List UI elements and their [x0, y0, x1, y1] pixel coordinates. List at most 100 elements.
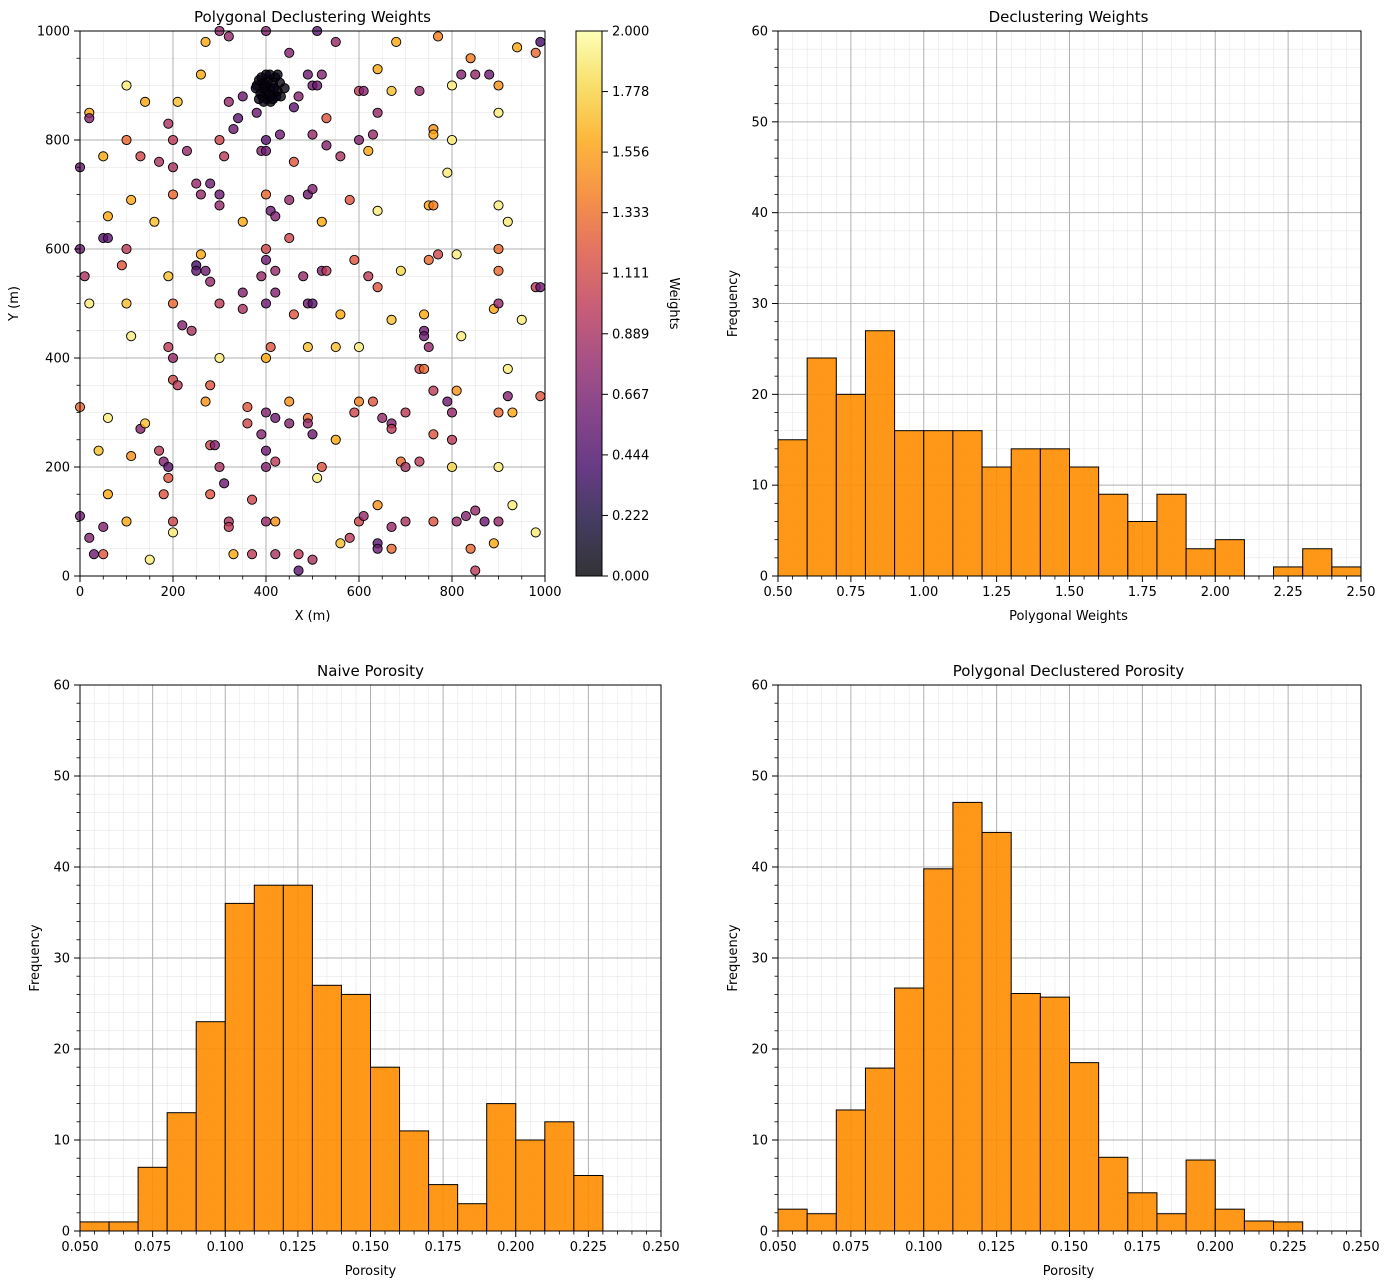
data-point [312, 80, 323, 91]
data-point [205, 380, 216, 391]
data-point [419, 309, 430, 320]
weights-map-tick-label-x: 1000 [528, 585, 561, 600]
data-point [502, 216, 513, 227]
data-point [284, 396, 295, 407]
weights-hist-bar [864, 330, 896, 577]
data-point [219, 478, 230, 489]
data-point [251, 107, 262, 118]
data-point [258, 96, 269, 107]
declustered-hist-bar [1127, 1192, 1158, 1232]
data-point [214, 352, 225, 364]
declustered-hist-bar [1273, 1221, 1304, 1232]
data-point [121, 134, 132, 146]
data-point [363, 271, 374, 282]
data-point [302, 342, 313, 353]
data-point [153, 445, 165, 456]
naive-hist-tick-label-x: 0.200 [497, 1240, 534, 1255]
data-point [446, 407, 458, 418]
data-point [260, 243, 272, 255]
data-point [349, 254, 360, 265]
data-point [456, 331, 467, 342]
data-point [335, 538, 346, 549]
data-point [372, 500, 383, 511]
data-point [372, 205, 383, 216]
data-point [330, 434, 341, 445]
data-point [172, 380, 183, 391]
declustered-hist-panel: Polygonal Declustered Porosity 0.050 0.07… [726, 662, 1380, 1279]
data-point [167, 189, 179, 200]
data-point [349, 407, 360, 418]
data-point [84, 298, 95, 309]
data-point [98, 549, 109, 560]
data-point [307, 429, 318, 440]
data-point [181, 145, 192, 156]
naive-hist-tick-label-x: 0.250 [642, 1240, 679, 1255]
data-point [223, 521, 234, 533]
data-point [344, 194, 355, 205]
data-point [205, 276, 216, 287]
data-point [307, 554, 318, 565]
colorbar-tick-label: 2.000 [612, 25, 649, 40]
weights-hist-ylabel: Frequency [726, 270, 741, 337]
data-point [219, 151, 230, 162]
data-point [488, 538, 499, 549]
weights-map-title: Polygonal Declustering Weights [194, 8, 431, 26]
weights-hist-bar [1069, 466, 1100, 577]
naive-hist-tick-label-y: 0 [62, 1225, 70, 1240]
colorbar-ticks: 0.000 0.222 0.444 0.667 0.889 1.111 1.333 1.556… [602, 25, 649, 585]
weights-hist-ticks: 0.50 0.75 1.00 1.25 1.50 1.75 2.00 2.25 2.50 0 10 2… [751, 25, 1375, 601]
weights-hist-bar [835, 393, 866, 577]
data-point [84, 113, 95, 124]
data-point [98, 151, 109, 162]
declustered-hist-bar [835, 1109, 866, 1232]
weights-hist-title: Declustering Weights [989, 8, 1149, 26]
weights-hist-tick-label-x: 1.75 [1128, 585, 1157, 600]
data-point [242, 401, 253, 413]
data-point [507, 500, 518, 511]
declustered-hist-bar [1010, 992, 1041, 1232]
data-point [460, 510, 472, 522]
data-point [451, 249, 462, 260]
data-point [186, 325, 197, 336]
data-point [386, 314, 397, 325]
declustered-hist-tick-label-x: 0.225 [1270, 1240, 1307, 1255]
data-point [214, 200, 225, 211]
weights-hist-bar [952, 430, 983, 577]
data-point [530, 47, 541, 58]
weights-hist-tick-label-y: 0 [760, 570, 768, 585]
data-point [237, 91, 248, 102]
data-point [293, 565, 304, 576]
data-point [84, 532, 95, 543]
data-point [316, 69, 327, 80]
data-point [353, 134, 365, 146]
colorbar: 0.000 0.222 0.444 0.667 0.889 1.111 1.333 1.556… [575, 25, 681, 585]
data-point [269, 83, 280, 94]
data-point [260, 254, 272, 265]
colorbar-tick-label: 0.444 [612, 448, 649, 463]
data-point [493, 461, 504, 473]
weights-hist-bar [1127, 521, 1158, 577]
data-point [293, 91, 304, 102]
data-point [270, 265, 281, 276]
weights-hist-bar [1302, 548, 1333, 577]
data-point [288, 156, 299, 167]
weights-map-points [74, 25, 546, 576]
declustered-hist-bars [777, 801, 1304, 1232]
data-point [502, 363, 513, 374]
data-point [293, 549, 304, 560]
declustered-hist-tick-label-y: 60 [751, 679, 768, 694]
data-point [102, 211, 113, 222]
data-point [446, 434, 458, 445]
data-point [353, 396, 365, 407]
weights-hist-tick-label-x: 1.00 [909, 585, 938, 600]
data-point [102, 489, 113, 500]
data-point [177, 320, 188, 331]
data-point [391, 36, 402, 47]
weights-hist-bar [1331, 566, 1362, 577]
declustered-hist-bar [1214, 1208, 1245, 1232]
colorbar-tick-label: 1.111 [612, 267, 649, 282]
naive-hist-bar [370, 1066, 401, 1232]
data-point [121, 243, 132, 255]
weights-map-tick-label-x: 800 [440, 585, 465, 600]
